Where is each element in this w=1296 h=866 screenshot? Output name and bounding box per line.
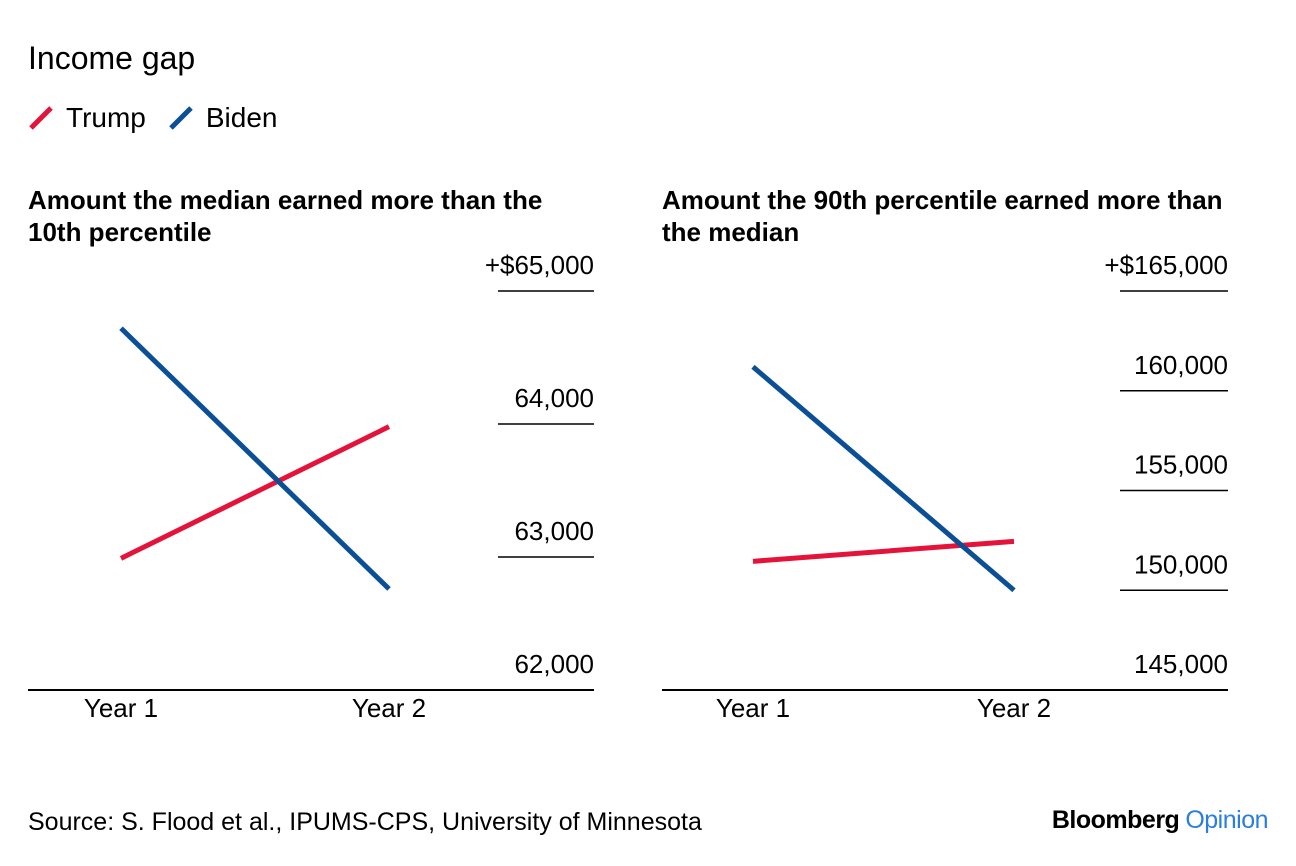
- brand-main: Bloomberg: [1051, 806, 1180, 834]
- x-tick-label-right: Year 1: [716, 693, 790, 723]
- y-tick-label-left: 64,000: [514, 383, 594, 413]
- y-tick-label-left: 63,000: [514, 516, 594, 546]
- legend-item-biden: Biden: [168, 102, 278, 134]
- panel-title-left: Amount the median earned more than the 1…: [28, 185, 543, 247]
- y-tick-label-right: 160,000: [1134, 350, 1228, 380]
- y-tick-label-right: 150,000: [1134, 549, 1228, 579]
- panel-title-right: Amount the 90th percentile earned more t…: [662, 185, 1223, 247]
- y-tick-label-right: 145,000: [1134, 649, 1228, 679]
- legend-swatch-trump: [28, 105, 54, 131]
- y-tick-label-right: 155,000: [1134, 450, 1228, 480]
- series-line-biden-left: [119, 326, 391, 591]
- legend-label-trump: Trump: [66, 102, 146, 133]
- y-tick-label-right: +$165,000: [1104, 250, 1228, 280]
- series-line-trump-left: [119, 424, 391, 561]
- x-tick-label-left: Year 1: [84, 693, 158, 723]
- y-tick-label-left: +$65,000: [485, 250, 594, 280]
- x-tick-label-left: Year 2: [352, 693, 426, 723]
- series-line-trump-right: [752, 538, 1015, 564]
- source-note: Source: S. Flood et al., IPUMS-CPS, Univ…: [28, 808, 702, 836]
- legend: Trump Biden: [28, 102, 299, 134]
- y-tick-label-left: 62,000: [514, 649, 594, 679]
- legend-swatch-biden: [168, 105, 194, 131]
- brand-logo: Bloomberg Opinion: [1051, 806, 1269, 835]
- brand-sub: Opinion: [1185, 806, 1268, 834]
- legend-item-trump: Trump: [28, 102, 146, 134]
- legend-label-biden: Biden: [205, 102, 278, 133]
- chart-title: Income gap: [28, 40, 196, 76]
- x-tick-label-right: Year 2: [977, 693, 1051, 723]
- series-line-biden-right: [751, 364, 1016, 593]
